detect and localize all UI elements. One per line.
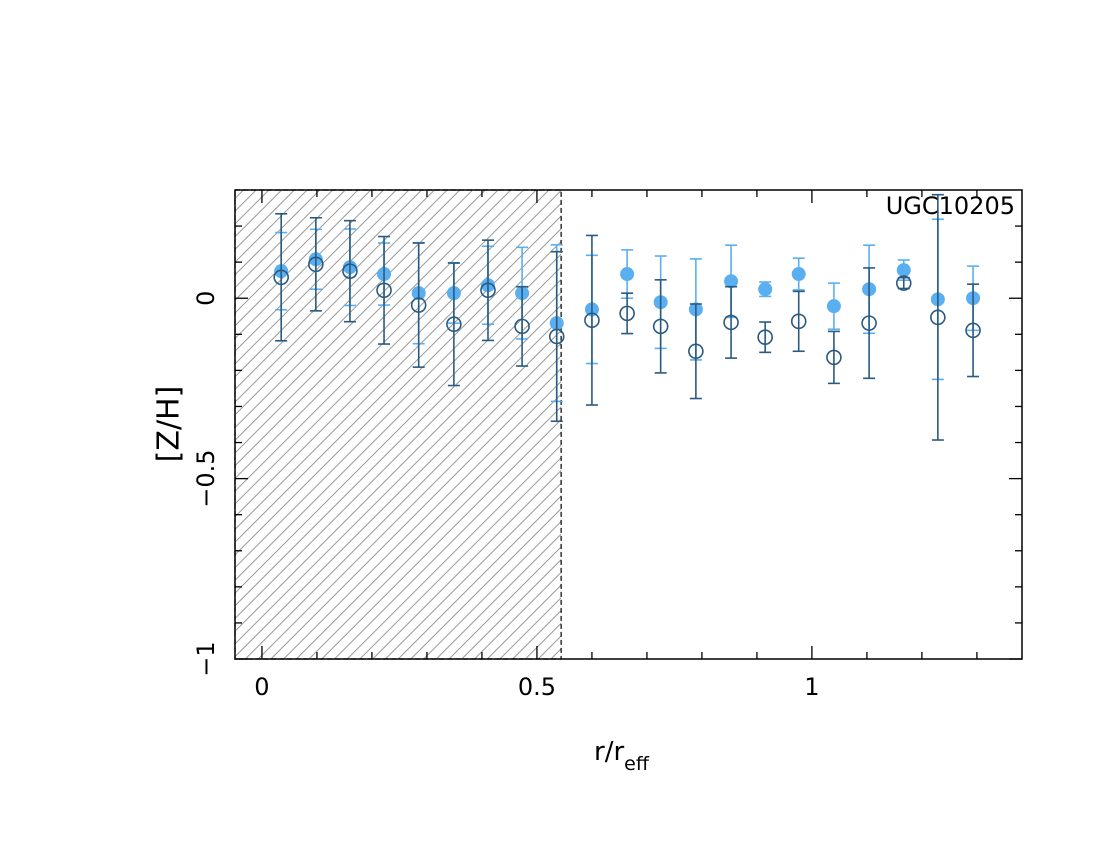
y-tick-label: −0.5 [192,449,220,507]
point [584,312,600,329]
shaded-region [234,189,562,660]
point [514,318,530,335]
point [620,267,635,282]
y-axis-label: [Z/H] [152,386,187,463]
point [723,314,739,331]
point [724,274,739,289]
point [826,299,841,314]
plot-area: 0 0.5 1 −1 −0.5 0 [192,189,1023,701]
point [342,263,358,279]
x-tick-label: 0.5 [518,673,556,701]
point [446,316,462,333]
y-tick-label: 0 [192,291,220,306]
point [548,328,565,345]
point [861,315,877,331]
point [619,305,635,322]
point [896,263,911,278]
x-label-sub: eff [624,753,650,775]
point [757,329,773,345]
point [790,313,807,330]
y-tick-label: −1 [192,641,220,676]
point [791,267,806,282]
point [826,349,842,366]
x-tick-label: 1 [804,673,819,701]
annotation: UGC10205 [886,192,1015,220]
x-tick-label: 0 [254,673,269,701]
point [308,256,324,273]
point [273,269,289,286]
point [480,282,496,299]
point [652,318,669,335]
point [965,322,981,339]
point [376,282,392,299]
point [688,343,704,360]
point [758,282,773,297]
plot-frame [234,189,1023,660]
point [930,309,946,326]
point [410,297,427,313]
x-label-main: r/r [594,737,624,767]
point [895,275,912,291]
x-axis-label: r/reff [594,737,650,775]
